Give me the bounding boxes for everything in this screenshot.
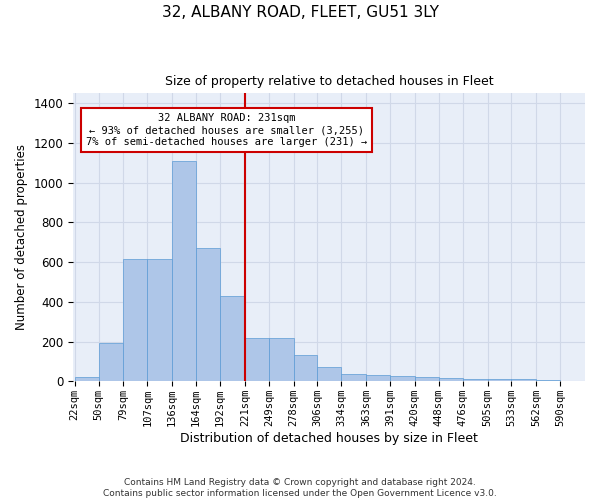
Bar xyxy=(366,376,390,382)
Bar xyxy=(293,356,317,382)
Bar xyxy=(439,378,463,382)
Title: Size of property relative to detached houses in Fleet: Size of property relative to detached ho… xyxy=(165,75,493,88)
Bar xyxy=(75,378,98,382)
Bar xyxy=(536,380,560,382)
Bar xyxy=(317,368,341,382)
X-axis label: Distribution of detached houses by size in Fleet: Distribution of detached houses by size … xyxy=(180,432,478,445)
Bar xyxy=(415,378,439,382)
Text: Contains HM Land Registry data © Crown copyright and database right 2024.
Contai: Contains HM Land Registry data © Crown c… xyxy=(103,478,497,498)
Bar xyxy=(98,342,124,382)
Bar xyxy=(269,338,293,382)
Bar xyxy=(196,248,220,382)
Bar xyxy=(341,374,366,382)
Bar xyxy=(245,338,269,382)
Bar xyxy=(390,376,415,382)
Y-axis label: Number of detached properties: Number of detached properties xyxy=(15,144,28,330)
Bar xyxy=(172,161,196,382)
Bar xyxy=(148,259,172,382)
Bar xyxy=(124,259,148,382)
Bar xyxy=(463,380,488,382)
Text: 32 ALBANY ROAD: 231sqm
← 93% of detached houses are smaller (3,255)
7% of semi-d: 32 ALBANY ROAD: 231sqm ← 93% of detached… xyxy=(86,114,367,146)
Bar xyxy=(511,380,536,382)
Bar xyxy=(220,296,245,382)
Bar xyxy=(488,380,511,382)
Text: 32, ALBANY ROAD, FLEET, GU51 3LY: 32, ALBANY ROAD, FLEET, GU51 3LY xyxy=(161,5,439,20)
